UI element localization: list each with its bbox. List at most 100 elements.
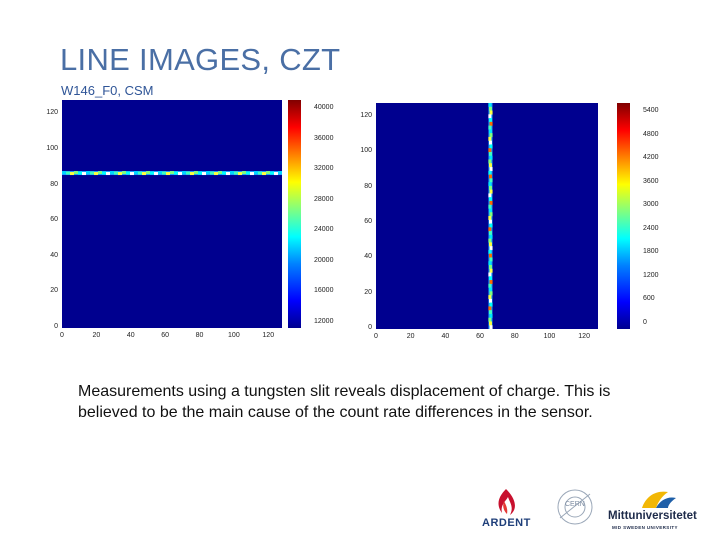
slit-line-segment xyxy=(488,231,492,236)
colorbar-tick-label: 20000 xyxy=(314,256,334,264)
slit-line-segment xyxy=(266,171,270,175)
slit-line-segment xyxy=(98,171,102,175)
cern-emblem-icon xyxy=(557,489,593,525)
colorbar-tick-label: 2400 xyxy=(643,224,659,232)
slit-line-segment xyxy=(488,106,492,111)
slit-line-segment xyxy=(488,264,492,269)
slit-line-segment xyxy=(488,287,492,292)
slit-line-segment xyxy=(110,171,114,175)
slit-line-segment xyxy=(218,171,222,175)
slit-line-segment xyxy=(489,133,493,138)
slit-line-segment xyxy=(488,295,492,300)
slit-line-segment xyxy=(488,148,492,153)
slit-line-segment xyxy=(174,171,178,175)
slit-line-segment xyxy=(489,200,493,205)
y-tick-label: 80 xyxy=(50,180,58,188)
slit-line-segment xyxy=(258,171,262,175)
y-tick-label: 40 xyxy=(364,253,372,261)
slit-line-segment xyxy=(488,193,492,198)
y-tick-label: 60 xyxy=(364,218,372,226)
slit-line-segment xyxy=(142,172,146,176)
slit-line-segment xyxy=(489,302,493,307)
slit-line-segment xyxy=(489,167,493,172)
slit-line-segment xyxy=(162,171,166,175)
slit-line-segment xyxy=(488,249,492,254)
colorbar-tick-label: 0 xyxy=(643,319,647,326)
slit-line-segment xyxy=(138,171,142,175)
x-tick-label: 100 xyxy=(228,332,240,339)
slit-line-segment xyxy=(130,172,134,176)
x-tick-label: 40 xyxy=(126,332,135,339)
slit-line-segment xyxy=(488,283,492,288)
x-tick-label: 80 xyxy=(195,332,204,339)
slit-line-segment xyxy=(158,171,162,175)
y-tick-label: 20 xyxy=(364,288,372,296)
slit-line-segment xyxy=(488,159,492,164)
y-tick-label: 120 xyxy=(46,109,58,117)
slit-line-segment xyxy=(488,261,492,266)
slit-line-segment xyxy=(488,227,492,232)
slit-line-segment xyxy=(254,171,258,175)
colorbar-tick-label: 12000 xyxy=(314,318,334,325)
slit-line-segment xyxy=(488,118,492,123)
slit-line-segment xyxy=(182,171,186,175)
slit-line-segment xyxy=(190,172,194,176)
cern-logo: CERN xyxy=(556,488,594,526)
slit-line-segment xyxy=(489,110,493,115)
colorbar-tick-label: 3600 xyxy=(643,177,659,185)
x-tick-label: 120 xyxy=(262,332,275,339)
slit-line-segment xyxy=(178,172,182,176)
y-tick-label: 80 xyxy=(364,182,372,190)
slit-line-segment xyxy=(262,172,266,176)
slit-line-segment xyxy=(62,171,66,175)
slit-line-segment xyxy=(488,129,492,134)
slit-line-segment xyxy=(82,172,86,176)
slit-line-segment xyxy=(106,172,110,176)
slit-line-segment xyxy=(226,172,230,176)
slit-line-segment xyxy=(66,171,70,175)
heatmap-left xyxy=(62,100,282,328)
slit-line-segment xyxy=(488,238,492,243)
slit-line-segment xyxy=(489,223,493,228)
colorbar-tick-label: 600 xyxy=(643,295,655,303)
slit-line-segment xyxy=(489,144,493,149)
slide-title: LINE IMAGES, CZT xyxy=(60,42,341,77)
colorbar-tick-label: 4800 xyxy=(643,130,659,138)
slit-line-segment xyxy=(146,171,150,175)
slit-line-segment xyxy=(234,171,238,175)
x-tick-label: 0 xyxy=(60,332,64,339)
colorbar-tick-label: 4200 xyxy=(643,154,659,162)
slit-line-segment xyxy=(114,171,118,175)
x-tick-label: 60 xyxy=(476,333,484,340)
slit-line-segment xyxy=(489,280,493,285)
colorbar-left xyxy=(288,100,301,328)
slit-line-segment xyxy=(489,291,493,296)
slit-line-segment xyxy=(488,276,492,281)
slit-line-segment xyxy=(488,185,492,190)
colorbar-tick-label: 28000 xyxy=(314,195,334,203)
slit-line-segment xyxy=(488,253,492,258)
slit-line-segment xyxy=(70,172,74,176)
slit-line-segment xyxy=(488,208,492,213)
x-tick-label: 0 xyxy=(374,333,378,340)
slit-line-segment xyxy=(78,171,82,175)
slit-line-segment xyxy=(202,172,206,176)
slit-line-segment xyxy=(198,171,202,175)
slit-line-segment xyxy=(118,172,122,176)
slit-line-segment xyxy=(278,171,282,175)
slit-line-segment xyxy=(488,140,492,145)
slit-line-segment xyxy=(488,151,492,156)
mittuniversitetet-sublabel: MID SWEDEN UNIVERSITY xyxy=(612,525,678,530)
y-tick-label: 40 xyxy=(50,251,58,259)
slide-body-text: Measurements using a tungsten slit revea… xyxy=(78,383,611,421)
slit-line-segment xyxy=(488,321,492,326)
slit-line-segment xyxy=(242,171,246,175)
colorbar-tick-label: 1800 xyxy=(643,248,659,256)
colorbar-tick-label: 24000 xyxy=(314,226,334,234)
slit-line-segment xyxy=(102,171,106,175)
slit-line-segment xyxy=(489,155,493,160)
x-tick-label: 40 xyxy=(441,333,450,340)
slit-line-segment xyxy=(488,216,492,220)
x-tick-label: 100 xyxy=(543,333,556,340)
slit-line-segment xyxy=(166,172,170,176)
